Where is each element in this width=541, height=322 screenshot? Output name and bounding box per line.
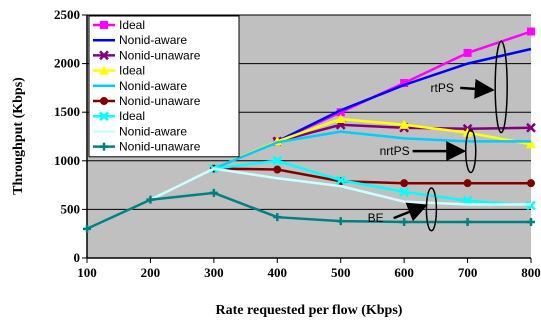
series-9-point-100 [83, 224, 91, 233]
annotation-arrow-BE [393, 202, 428, 222]
legend-marker-7 [99, 111, 109, 122]
y-tick-label-2500: 2500 [54, 7, 80, 22]
legend-label-3: Nonid-unaware [119, 48, 201, 62]
y-tick-label-500: 500 [61, 201, 81, 216]
series-line-9 [86, 191, 531, 230]
series-4-point-500 [335, 114, 346, 124]
series-9-point-400 [273, 213, 282, 222]
legend-marker-6 [100, 97, 108, 105]
annotation-label-rtPS: rtPS [431, 81, 454, 95]
series-7-point-600 [399, 187, 410, 197]
x-tick-label-500: 500 [331, 265, 351, 280]
legend-marker-9 [100, 142, 108, 151]
annotations-group: rtPS nrtPS BE [368, 40, 508, 232]
series-2 [276, 47, 532, 143]
y-tick-label-2000: 2000 [54, 56, 80, 71]
series-1-point-700 [463, 48, 472, 57]
series-9-point-200 [146, 195, 155, 204]
legend: IdealNonid-awareNonid-unawareIdealNonid-… [88, 15, 240, 158]
series-1-point-500 [336, 108, 345, 117]
series-6-point-800 [527, 179, 535, 188]
legend-label-4: Ideal [119, 64, 145, 78]
series-8 [86, 167, 531, 230]
series-9-point-500 [336, 217, 345, 226]
axes: 0 500 1000 1500 2000 2500 100 200 300 400 500 600 70… [54, 7, 541, 280]
legend-label-5: Nonid-aware [119, 79, 187, 93]
grouping-ellipse-rtPS [494, 40, 508, 134]
annotation-arrow-rtPS [460, 78, 495, 99]
legend-label-7: Ideal [119, 109, 145, 123]
series-1-point-800 [527, 27, 535, 36]
series-line-5 [213, 130, 531, 170]
series-5 [213, 130, 531, 170]
series-line-6 [213, 167, 531, 185]
x-tick-label-700: 700 [458, 265, 478, 280]
annotation-label-nrtPS: nrtPS [380, 144, 410, 158]
series-9-point-600 [400, 218, 409, 227]
series-9-point-300 [209, 188, 218, 197]
series-9 [83, 188, 535, 233]
series-line-2 [276, 47, 532, 143]
series-1-point-600 [400, 79, 409, 88]
series-7-point-500 [335, 175, 346, 186]
series-9-point-800 [527, 218, 535, 227]
x-tick-label-100: 100 [77, 265, 97, 280]
series-9-point-700 [463, 218, 472, 227]
annotation-label-BE: BE [368, 211, 384, 225]
x-axis-title: Rate requested per flow (Kbps) [216, 303, 403, 318]
x-tick-label-800: 800 [521, 265, 541, 280]
series-6-point-700 [463, 179, 472, 188]
y-tick-label-0: 0 [74, 250, 81, 265]
series-3-point-800 [526, 122, 536, 133]
legend-marker-1 [100, 21, 108, 29]
series-4-point-600 [399, 119, 410, 129]
series-6-point-600 [400, 179, 409, 188]
series-7-point-400 [272, 155, 283, 166]
x-tick-label-600: 600 [394, 265, 414, 280]
legend-label-6: Nonid-unaware [119, 94, 201, 108]
legend-marker-4 [99, 65, 109, 75]
series-line-8 [86, 167, 531, 230]
legend-label-8: Nonid-aware [119, 124, 187, 138]
series-group [83, 27, 536, 233]
legend-marker-3 [99, 50, 109, 61]
x-tick-label-200: 200 [141, 265, 161, 280]
series-6-point-400 [273, 165, 282, 174]
x-tick-label-400: 400 [268, 265, 288, 280]
x-tick-label-300: 300 [204, 265, 224, 280]
series-line-7 [213, 159, 532, 207]
y-tick-label-1500: 1500 [54, 104, 80, 119]
series-4-point-800 [526, 139, 536, 149]
legend-label-1: Ideal [119, 18, 145, 32]
legend-label-9: Nonid-unaware [119, 140, 201, 154]
y-axis-title: Throughput (Kbps) [11, 77, 26, 195]
y-tick-label-1000: 1000 [54, 153, 80, 168]
legend-label-2: Nonid-aware [119, 33, 187, 47]
series-4-point-700 [462, 127, 473, 137]
